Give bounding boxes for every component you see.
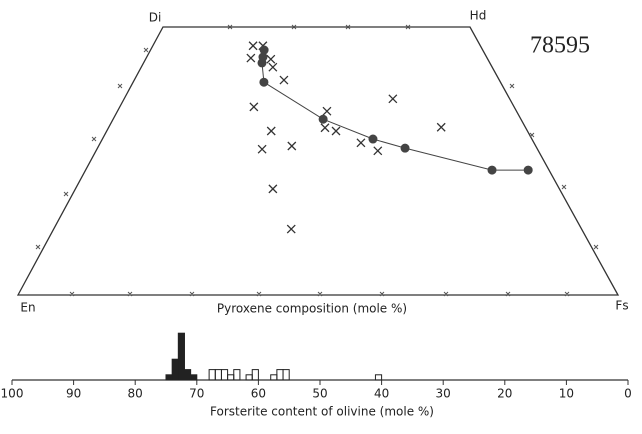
x-marker <box>249 102 259 112</box>
x-marker <box>268 62 278 72</box>
hist-bar <box>208 369 216 381</box>
hist-bar <box>270 374 278 381</box>
x-tick-label: 70 <box>189 387 204 401</box>
hist-bar <box>220 369 229 381</box>
dot-marker <box>487 165 497 175</box>
hist-bar <box>227 374 235 381</box>
x-tick-label: 50 <box>312 387 327 401</box>
dot-marker <box>318 114 328 124</box>
hist-bar <box>214 369 222 381</box>
hist-bar <box>165 374 173 381</box>
x-tick-label: 90 <box>66 387 81 401</box>
dot-marker <box>259 45 269 55</box>
hist-bar <box>251 369 259 381</box>
x-marker <box>331 126 341 136</box>
quadrilateral-frame <box>16 26 620 296</box>
x-tick-label: 60 <box>251 387 266 401</box>
hist-bar <box>282 369 290 381</box>
sample-label: 78595 <box>530 33 590 59</box>
corner-label: Fs <box>615 299 628 313</box>
hist-bar <box>177 332 185 381</box>
hist-bar <box>276 369 284 381</box>
x-marker <box>266 54 276 64</box>
x-tick-label: 20 <box>497 387 512 401</box>
corner-label: En <box>20 301 35 315</box>
x-marker <box>279 75 289 85</box>
dot-marker <box>523 165 533 175</box>
x-marker <box>248 41 258 51</box>
dot-marker <box>400 143 410 153</box>
x-tick-label: 0 <box>624 387 632 401</box>
x-axis-label: Pyroxene composition (mole %) <box>217 302 407 316</box>
hist-bar <box>171 358 179 381</box>
dot-marker <box>257 58 267 68</box>
hist-bar <box>374 374 383 381</box>
x-tick-label: 10 <box>559 387 574 401</box>
x-marker <box>257 144 267 154</box>
x-marker <box>356 138 366 148</box>
hist-bar <box>233 369 241 381</box>
x-tick-label: 80 <box>128 387 143 401</box>
dot-marker <box>259 77 269 87</box>
x-marker <box>286 224 296 234</box>
edge-ticks <box>35 24 599 297</box>
x-tick-label: 30 <box>436 387 451 401</box>
corner-label: Di <box>149 11 162 25</box>
x-marker <box>436 122 446 132</box>
corner-label: Hd <box>470 9 487 23</box>
x-marker <box>373 146 383 156</box>
x-tick-label: 40 <box>374 387 389 401</box>
hist-bar <box>183 369 192 381</box>
x-marker <box>287 141 297 151</box>
x-marker <box>246 53 256 63</box>
x-axis-label: Forsterite content of olivine (mole %) <box>210 405 434 419</box>
trend-line <box>261 49 529 171</box>
x-marker <box>322 106 332 116</box>
x-marker <box>388 94 398 104</box>
x-marker <box>268 184 278 194</box>
x-tick-label: 100 <box>1 387 24 401</box>
hist-bar <box>190 374 198 381</box>
x-marker <box>320 123 330 133</box>
dot-marker <box>368 134 378 144</box>
hist-bar <box>245 374 253 381</box>
x-marker <box>266 126 276 136</box>
